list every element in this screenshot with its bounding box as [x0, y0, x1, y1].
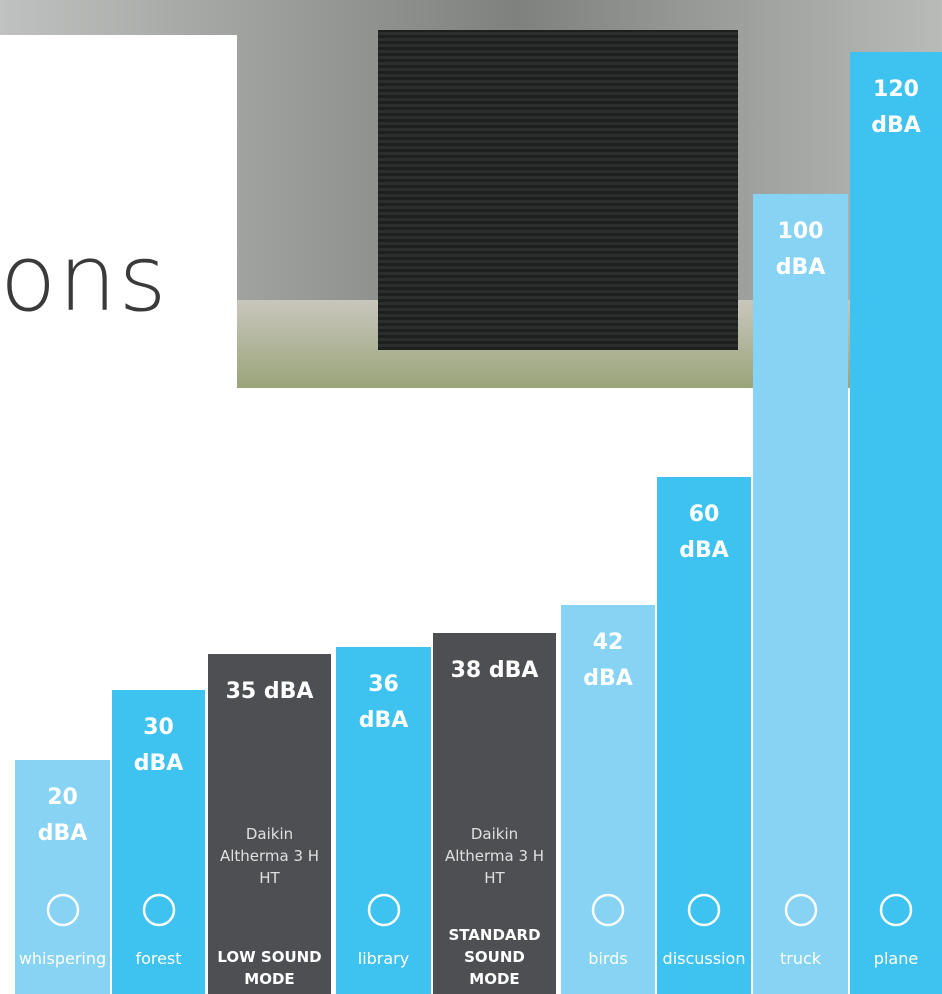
value-label: 30 dBA — [133, 714, 184, 776]
category-label: truck — [779, 949, 822, 968]
category-label: whispering — [18, 949, 107, 968]
heading-panel — [0, 35, 237, 388]
bar: 36 dBA library — [336, 647, 431, 994]
icon — [367, 893, 400, 927]
heat-pump-unit — [378, 30, 738, 350]
value-label: 42 dBA — [583, 629, 633, 691]
value-label: 38 dBA — [450, 657, 539, 683]
icon — [591, 893, 625, 927]
icon — [142, 893, 175, 927]
category-label: LOW SOUND MODE — [217, 948, 322, 988]
icon — [46, 893, 79, 927]
icon — [784, 893, 817, 927]
value-label: 100 dBA — [775, 219, 826, 280]
product-label: Daikin Altherma 3 H HT — [444, 825, 545, 887]
bar: 60 dBA discussion — [657, 477, 751, 994]
icon — [879, 893, 913, 927]
value-label: 60 dBA — [679, 502, 729, 564]
bar: 38 dBA Daikin Altherma 3 H HT STANDARD SOU… — [433, 632, 556, 994]
value-label: 120 dBA — [871, 77, 921, 139]
value-label: 35 dBA — [225, 679, 314, 705]
category-label: library — [357, 949, 410, 968]
value-label: 36 dBA — [358, 672, 409, 734]
icon — [687, 893, 721, 927]
product-label: Daikin Altherma 3 H HT — [219, 825, 320, 887]
bar: 120 dBA plane — [850, 52, 942, 994]
bar: 20 dBA whispering — [15, 760, 110, 994]
bar: 35 dBA Daikin Altherma 3 H HT LOW SOUND MO… — [208, 654, 331, 994]
category-label: plane — [873, 949, 919, 968]
category-label: STANDARD SOUND MODE — [448, 926, 541, 988]
heading: ons — [0, 225, 169, 332]
bar: 100 dBA truck — [753, 194, 848, 994]
category-label: discussion — [662, 949, 746, 968]
bar: 42 dBA birds — [561, 604, 655, 994]
bar: 30 dBA forest — [112, 689, 205, 994]
category-label: forest — [135, 949, 182, 968]
value-label: 20 dBA — [37, 785, 88, 847]
category-label: birds — [588, 949, 628, 968]
